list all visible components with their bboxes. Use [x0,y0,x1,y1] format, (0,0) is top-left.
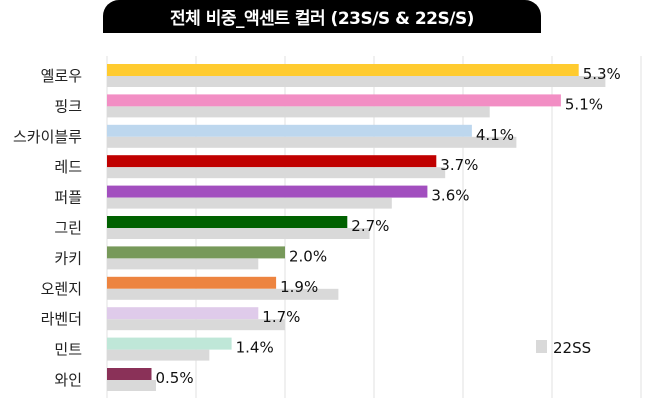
data-label: 4.1% [476,126,514,144]
category-label: 민트 [54,341,82,359]
bar-23ss [107,368,152,380]
data-label: 1.7% [262,308,300,326]
category-label: 라벤더 [41,310,82,328]
category-label: 옐로우 [41,67,83,85]
category-label: 레드 [54,158,82,176]
category-label: 오렌지 [41,280,82,298]
bar-22ss [107,319,285,331]
bar-22ss [107,76,606,87]
bar-23ss [107,124,472,137]
bar-23ss [107,246,285,259]
data-label: 2.7% [351,217,389,235]
data-label: 2.0% [289,247,327,265]
bar-23ss [107,185,428,198]
bar-22ss [107,136,517,148]
data-label: 3.7% [440,156,478,174]
bar-22ss [107,349,210,361]
bar-22ss [107,197,392,209]
data-label: 0.5% [156,369,194,387]
bar-23ss [107,276,277,289]
bar-23ss [107,155,437,168]
data-label: 5.3% [583,65,621,83]
data-label: 5.1% [565,95,603,113]
data-label: 1.4% [236,339,274,357]
category-label: 스카이블루 [13,128,82,146]
legend-swatch-22ss [536,340,547,353]
data-label: 3.6% [431,187,469,205]
bar-23ss [107,337,232,350]
chart-title: 전체 비중_액센트 컬러 (23S/S & 22S/S) [103,0,541,33]
bar-23ss [107,64,579,76]
category-label: 핑크 [54,97,82,115]
bar-23ss [107,307,259,320]
bar-23ss [107,94,561,107]
bar-23ss [107,216,348,228]
bar-22ss [107,380,156,391]
bar-22ss [107,167,446,179]
bar-22ss [107,258,259,270]
bar-22ss [107,106,490,118]
category-label: 퍼플 [54,189,82,207]
data-label: 1.9% [280,278,318,296]
bar-22ss [107,288,339,300]
bar-22ss [107,228,370,239]
category-label: 그린 [54,219,82,237]
category-label: 와인 [54,371,82,389]
category-label: 카키 [54,249,82,267]
legend-label: 22SS [553,339,591,357]
